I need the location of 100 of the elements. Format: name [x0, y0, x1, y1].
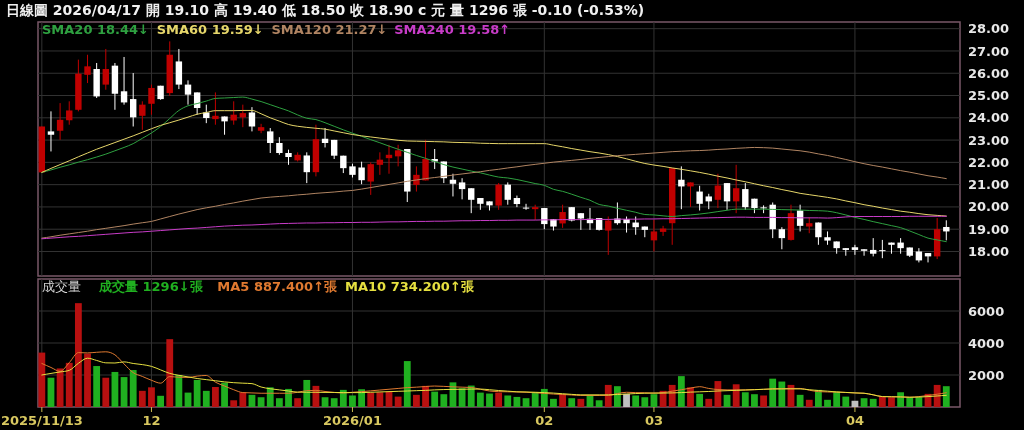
bar	[321, 397, 329, 407]
bar	[330, 398, 338, 407]
bar	[56, 368, 64, 407]
candlestick	[367, 161, 374, 196]
bar	[623, 393, 630, 407]
candlestick	[778, 226, 786, 250]
candlestick	[458, 177, 466, 200]
candlestick	[687, 181, 694, 208]
line-series	[41, 146, 947, 239]
bar	[65, 362, 73, 407]
bar	[495, 392, 503, 407]
candlestick	[47, 110, 55, 152]
text: SMA60 19.59↓	[156, 22, 264, 37]
bar	[805, 399, 813, 407]
bar	[705, 398, 713, 407]
y-tick-label: 21.00	[968, 177, 1010, 193]
bar	[577, 398, 585, 407]
bar	[888, 397, 895, 407]
candlestick	[723, 182, 731, 211]
x-tick-label: 2025/11/13	[0, 413, 83, 428]
bar	[595, 400, 603, 407]
bar	[413, 394, 420, 407]
bar	[257, 397, 265, 407]
candlestick	[632, 216, 639, 236]
candlestick	[413, 165, 420, 193]
bar	[230, 400, 238, 407]
y-tick-label: 23.00	[968, 132, 1010, 148]
candlestick	[504, 181, 511, 206]
bar	[339, 389, 347, 407]
bar	[550, 398, 557, 407]
text: SMA120 21.27↓	[271, 22, 388, 37]
bar	[751, 394, 758, 407]
bar	[403, 361, 411, 407]
bar	[212, 387, 219, 407]
text: SMA20 18.44↓	[42, 22, 149, 37]
candlestick	[376, 151, 384, 176]
y-tick-label: 22.00	[968, 154, 1010, 170]
candlestick	[541, 207, 548, 230]
bar	[824, 399, 831, 407]
candlestick	[714, 173, 722, 209]
bar	[376, 392, 384, 407]
candlestick	[248, 106, 256, 132]
y-tick-label: 2000	[968, 367, 1005, 383]
bar	[422, 385, 429, 407]
y-tick-label: 26.00	[968, 65, 1010, 81]
bar	[221, 382, 228, 407]
bar	[741, 392, 749, 407]
candlestick	[139, 100, 146, 131]
candlestick	[120, 56, 128, 106]
bar	[294, 398, 302, 407]
candlestick	[732, 164, 740, 214]
candlestick	[522, 203, 530, 211]
bar	[522, 398, 530, 407]
x-tick-label: 12	[142, 413, 161, 428]
bar	[84, 353, 91, 407]
candlestick	[184, 79, 192, 106]
candlestick	[257, 123, 265, 134]
candlestick	[230, 100, 237, 126]
candlestick	[851, 244, 859, 256]
candlestick	[468, 187, 475, 214]
candlestick	[102, 48, 109, 91]
candlestick	[303, 151, 310, 184]
x-tick-label: 02	[535, 413, 554, 428]
candlestick	[148, 84, 155, 116]
bar	[906, 397, 914, 407]
candlestick	[678, 165, 685, 210]
candlestick	[650, 219, 658, 252]
y-tick-label: 27.00	[968, 43, 1010, 59]
bar	[440, 394, 448, 407]
bar	[193, 379, 201, 407]
y-tick-label: 19.00	[968, 221, 1010, 237]
y-tick-label: 18.00	[968, 244, 1010, 260]
bar	[166, 339, 174, 407]
bar	[202, 390, 210, 407]
bar	[394, 396, 402, 407]
bar	[860, 398, 868, 407]
bar	[869, 398, 877, 407]
y-tick-label: 6000	[968, 303, 1005, 319]
bar	[102, 377, 110, 407]
bar	[504, 395, 512, 407]
bar	[93, 366, 101, 407]
candlestick	[577, 212, 585, 231]
candlestick	[422, 139, 429, 181]
bar	[677, 376, 685, 407]
x-tick-label: 04	[845, 413, 864, 428]
candlestick	[394, 144, 402, 167]
bar	[878, 396, 886, 407]
candlestick	[495, 182, 502, 211]
bar	[175, 375, 183, 407]
bar	[239, 392, 247, 407]
x-tick-label: 03	[644, 413, 663, 428]
bar	[760, 395, 767, 407]
bar	[476, 392, 484, 407]
text: MA5 887.400↑張	[217, 279, 339, 294]
candlestick	[870, 237, 877, 257]
bar	[650, 394, 658, 407]
bar	[915, 397, 923, 407]
candlestick	[742, 182, 749, 211]
bar	[833, 391, 841, 407]
series-label: 成交量 1296↓張	[98, 279, 204, 294]
